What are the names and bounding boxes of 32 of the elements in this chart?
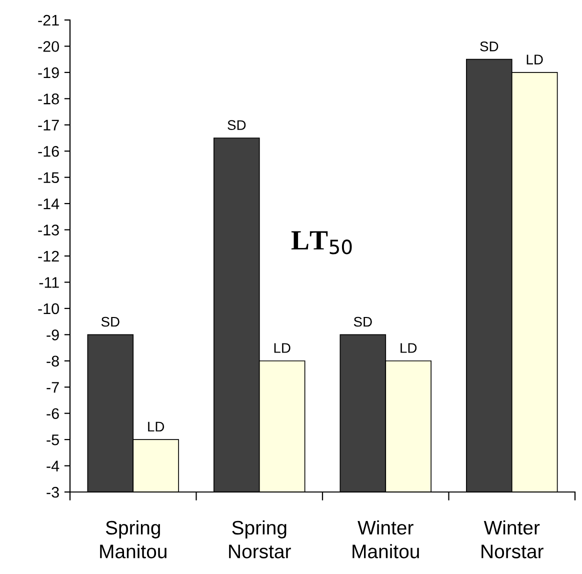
text: LD bbox=[400, 343, 417, 353]
y-tick-label: -6 bbox=[46, 408, 59, 420]
x-tick-label: Spring Norstar bbox=[229, 520, 291, 558]
x-tick-label: Spring Manitou bbox=[100, 520, 166, 558]
y-tick-label: -8 bbox=[46, 356, 59, 367]
text: LD bbox=[274, 343, 290, 353]
y-tick-label: -19 bbox=[38, 67, 59, 78]
y-tick-label: -18 bbox=[38, 94, 59, 104]
text: LD bbox=[526, 54, 543, 64]
y-tick-label: -11 bbox=[39, 277, 59, 288]
y-tick-label: -3 bbox=[46, 486, 59, 498]
y-tick-label: -12 bbox=[38, 250, 59, 262]
y-tick-label: -9 bbox=[46, 330, 59, 340]
y-tick-label: -10 bbox=[38, 303, 59, 314]
y-tick-label: -21 bbox=[38, 14, 59, 26]
y-tick-label: -5 bbox=[46, 434, 59, 446]
text: SD bbox=[101, 316, 120, 327]
y-tick-label: -7 bbox=[46, 382, 59, 393]
y-tick-label: -14 bbox=[38, 198, 60, 210]
series-label: LD bbox=[148, 422, 164, 432]
y-tick-label: -16 bbox=[38, 146, 59, 157]
series-label: SD bbox=[480, 42, 498, 52]
annotation: LT$_{50}$ bbox=[291, 231, 352, 254]
y-tick-label: -20 bbox=[38, 41, 59, 52]
y-tick-label: -4 bbox=[46, 460, 60, 472]
y-tick-label: -13 bbox=[38, 224, 59, 236]
y-tick-label: -17 bbox=[38, 120, 59, 130]
y-tick-label: -15 bbox=[38, 172, 59, 184]
text: SD bbox=[228, 120, 246, 130]
x-tick-label: Winter Norstar bbox=[482, 520, 544, 558]
x-tick-label: Winter Manitou bbox=[352, 520, 419, 558]
text: SD bbox=[354, 316, 372, 327]
